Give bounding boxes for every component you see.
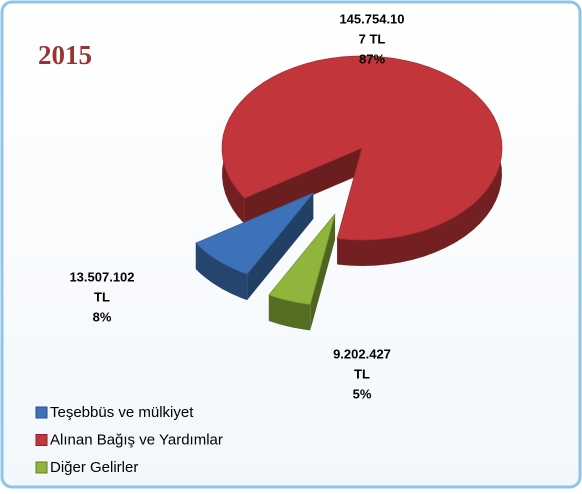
data-label: 7 TL bbox=[359, 31, 386, 46]
slice-top bbox=[268, 213, 336, 305]
data-label: 145.754.10 bbox=[339, 11, 404, 26]
chart-title: 2015 bbox=[38, 40, 92, 70]
legend-swatch bbox=[35, 434, 48, 446]
legend-swatch bbox=[35, 461, 48, 474]
data-label: TL bbox=[354, 366, 370, 381]
data-label: 13.507.102 bbox=[69, 269, 134, 284]
slice-wall bbox=[244, 148, 362, 225]
slice-side bbox=[195, 243, 248, 301]
slice-side bbox=[268, 294, 311, 331]
slice-top bbox=[221, 55, 503, 241]
legend-label: Diğer Gelirler bbox=[50, 459, 138, 476]
slice-top bbox=[195, 192, 314, 275]
legend-label: Alınan Bağış ve Yardımlar bbox=[50, 431, 223, 448]
data-label: TL bbox=[94, 289, 110, 304]
pie-slice bbox=[221, 55, 503, 266]
pie-slice bbox=[195, 192, 314, 301]
data-label: 8% bbox=[93, 309, 112, 324]
pie-slice bbox=[268, 213, 336, 331]
data-label: 9.202.427 bbox=[333, 346, 391, 361]
legend-label: Teşebbüs ve mülkiyet bbox=[50, 404, 194, 421]
data-label: 87% bbox=[359, 51, 385, 66]
legend-swatch bbox=[35, 406, 48, 419]
data-label: 5% bbox=[353, 386, 372, 401]
